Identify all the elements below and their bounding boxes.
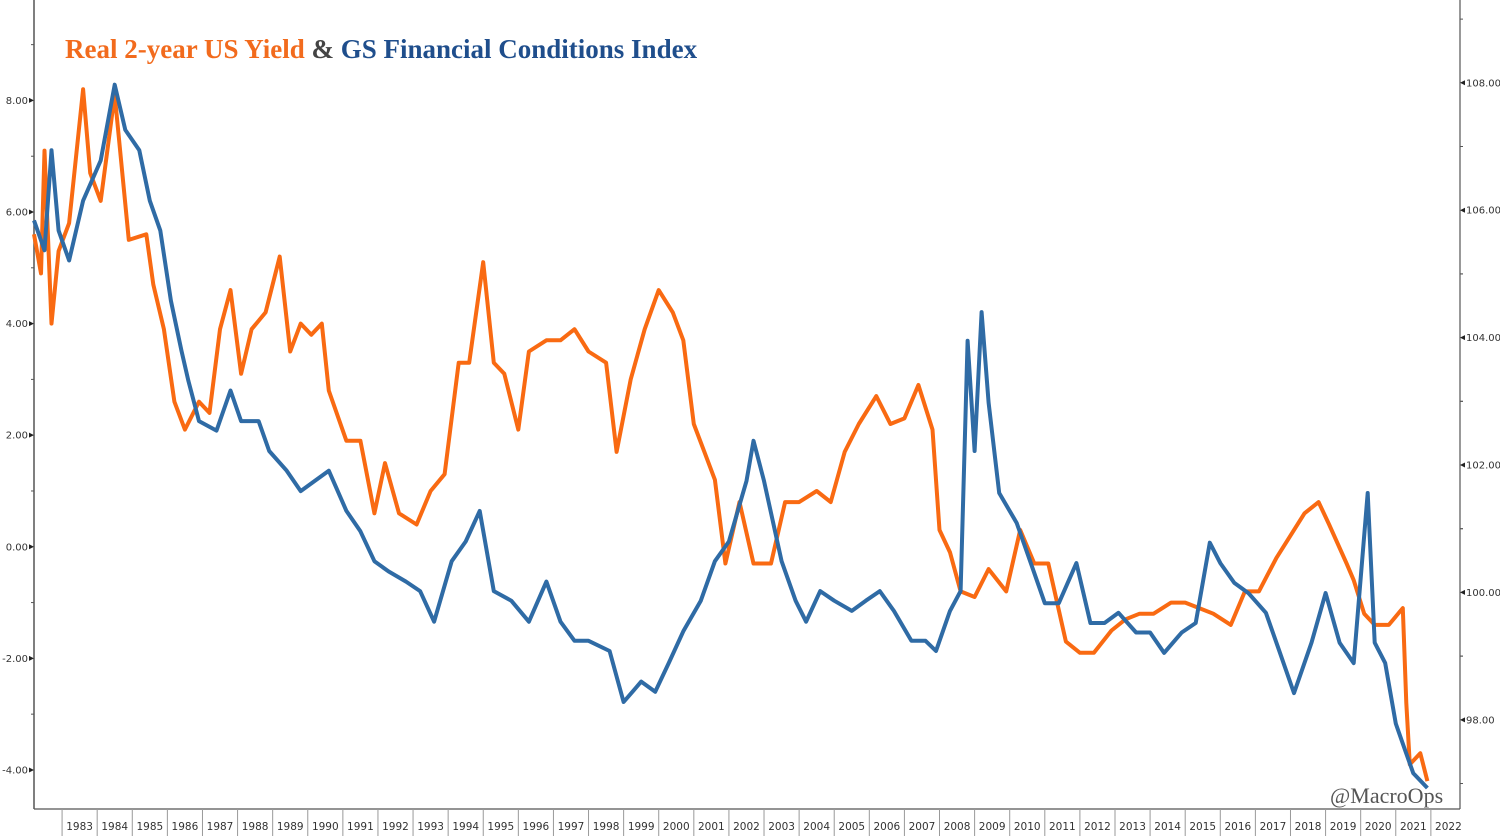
x-tick-label: 2010 [1014,821,1041,833]
x-tick-label: 2000 [663,821,690,833]
x-tick-label: 1997 [558,821,585,833]
x-tick-label: 1996 [523,821,550,833]
right-tick-label: 104.00 [1466,333,1500,344]
x-tick-label: 1999 [628,821,655,833]
right-tick-mark [1460,717,1465,723]
left-tick-label: 8.00 [6,96,28,107]
right-tick-label: 98.00 [1466,715,1495,726]
x-tick-label: 1994 [452,821,479,833]
left-tick-label: -4.00 [2,765,28,776]
chart-title: Real 2-year US Yield & GS Financial Cond… [65,34,697,65]
title-series-2: GS Financial Conditions Index [340,34,698,64]
x-tick-label: 2005 [838,821,865,833]
right-tick-mark [1460,589,1465,595]
title-joiner: & [311,34,334,64]
x-tick-label: 1992 [382,821,409,833]
series-lines [32,82,1430,790]
x-tick-label: 1986 [172,821,199,833]
x-tick-label: 1989 [277,821,304,833]
left-tick-label: 6.00 [6,208,28,219]
left-tick-label: 0.00 [6,542,28,553]
right-tick-mark [1460,462,1465,468]
left-tick-mark [29,321,34,327]
left-tick-mark [29,97,34,103]
x-tick-label: 2007 [909,821,936,833]
left-tick-label: 4.00 [6,319,28,330]
x-tick-label: 2011 [1049,821,1076,833]
x-tick-label: 2004 [803,821,830,833]
x-tick-label: 2002 [733,821,760,833]
x-tick-label: 1993 [417,821,444,833]
x-tick-label: 2014 [1154,821,1181,833]
right-tick-label: 100.00 [1466,588,1500,599]
right-tick-label: 102.00 [1466,461,1500,472]
title-series-1: Real 2-year US Yield [65,34,305,64]
x-tick-label: 1988 [242,821,269,833]
x-tick-label: 2006 [873,821,900,833]
right-tick-mark [1460,335,1465,341]
x-tick-label: 2021 [1400,821,1427,833]
series-line-gs-fci [32,82,1429,790]
right-tick-label: 108.00 [1466,78,1500,89]
x-tick-label: 2022 [1435,821,1462,833]
right-tick-mark [1460,80,1465,86]
x-tick-label: 1984 [101,821,128,833]
x-tick-label: 1995 [487,821,514,833]
left-tick-mark [29,209,34,215]
left-tick-mark [29,767,34,773]
x-tick-label: 1998 [593,821,620,833]
x-tick-label: 2019 [1330,821,1357,833]
x-tick-label: 2018 [1295,821,1322,833]
x-tick-label: 1985 [136,821,163,833]
x-tick-label: 2009 [979,821,1006,833]
right-tick-label: 106.00 [1466,206,1500,217]
x-tick-label: 2016 [1224,821,1251,833]
series-line-real-2y-yield [32,87,1430,782]
left-tick-mark [29,655,34,661]
right-tick-mark [1460,207,1465,213]
x-tick-label: 2017 [1260,821,1287,833]
x-tick-label: 2013 [1119,821,1146,833]
x-tick-label: 2012 [1084,821,1111,833]
left-tick-mark [29,544,34,550]
x-tick-label: 1990 [312,821,339,833]
x-tick-label: 1991 [347,821,374,833]
watermark: @MacroOps [1330,783,1444,808]
x-tick-label: 1983 [66,821,93,833]
x-tick-label: 2020 [1365,821,1392,833]
left-tick-mark [29,432,34,438]
left-tick-label: -2.00 [2,654,28,665]
x-tick-label: 2015 [1189,821,1216,833]
x-tick-label: 2003 [768,821,795,833]
x-tick-label: 2001 [698,821,725,833]
x-tick-label: 2008 [944,821,971,833]
x-tick-label: 1987 [207,821,234,833]
left-tick-label: 2.00 [6,431,28,442]
